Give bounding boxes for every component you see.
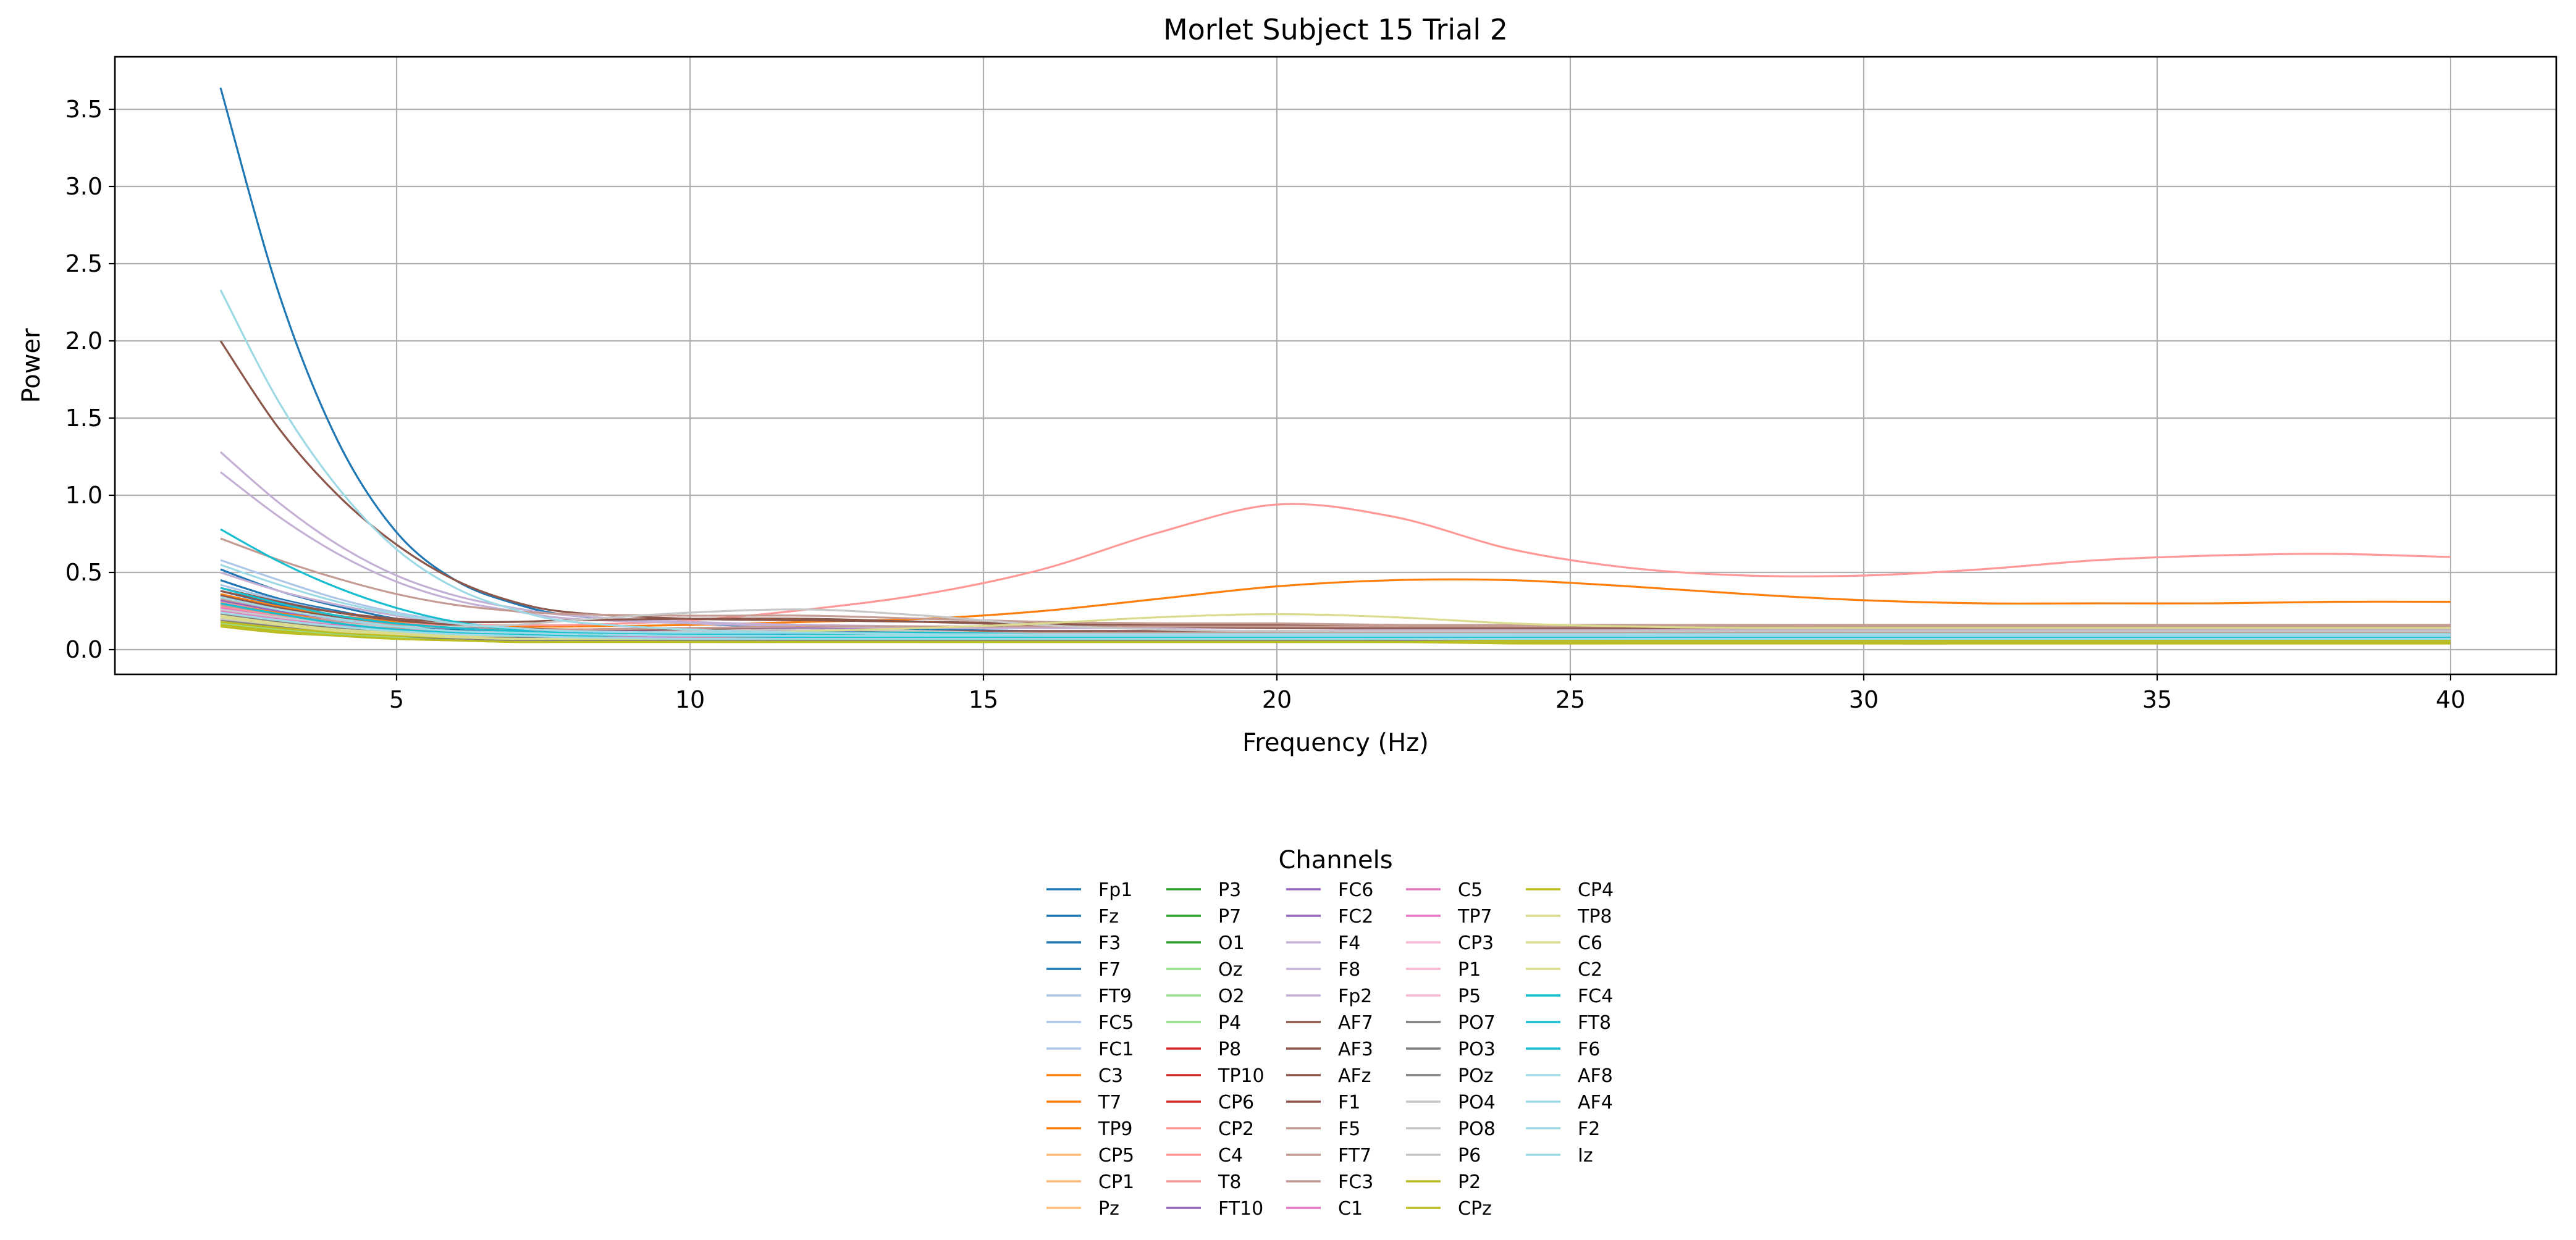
y-tick-label: 3.5 xyxy=(65,96,103,123)
x-tick-label: 15 xyxy=(969,686,998,713)
y-axis-label: Power xyxy=(17,328,46,403)
legend-label: AFz xyxy=(1338,1065,1371,1087)
y-tick-label: 2.0 xyxy=(65,327,103,354)
legend-label: O2 xyxy=(1218,986,1245,1007)
legend-label: FC5 xyxy=(1098,1012,1134,1034)
legend-label: P2 xyxy=(1458,1171,1481,1193)
legend-label: AF8 xyxy=(1578,1065,1613,1087)
legend-label: CP5 xyxy=(1098,1145,1134,1167)
legend: Channels Fp1 Fz F3 F7 FT9 FC5 FC1 C3 T7 TP9 CP5 CP1… xyxy=(1046,846,1614,1220)
legend-label: P3 xyxy=(1218,879,1241,901)
legend-label: FT9 xyxy=(1098,986,1132,1007)
legend-label: P1 xyxy=(1458,959,1481,981)
legend-label: FC6 xyxy=(1338,879,1373,901)
legend-label: CP1 xyxy=(1098,1171,1134,1193)
legend-label: CP4 xyxy=(1578,879,1614,901)
legend-label: T8 xyxy=(1218,1171,1241,1193)
legend-label: F3 xyxy=(1098,932,1121,954)
legend-label: C4 xyxy=(1218,1145,1243,1167)
legend-label: CPz xyxy=(1458,1198,1492,1220)
legend-label: FC1 xyxy=(1098,1039,1134,1060)
legend-label: FT7 xyxy=(1338,1145,1371,1167)
legend-label: TP9 xyxy=(1098,1118,1133,1140)
legend-label: AF4 xyxy=(1578,1092,1613,1113)
series-line-cpz xyxy=(220,625,2451,645)
legend-label: O1 xyxy=(1218,932,1245,954)
legend-label: P6 xyxy=(1458,1145,1481,1167)
legend-label: TP8 xyxy=(1577,906,1612,928)
legend-title: Channels xyxy=(1278,846,1392,874)
y-tick-label: 1.5 xyxy=(65,404,103,432)
x-tick-label: 25 xyxy=(1555,686,1585,713)
legend-label: F4 xyxy=(1338,932,1360,954)
legend-label: P4 xyxy=(1218,1012,1241,1034)
legend-label: Oz xyxy=(1218,959,1242,981)
legend-label: T7 xyxy=(1098,1092,1121,1113)
y-tick-label: 0.0 xyxy=(65,636,103,663)
legend-label: TP7 xyxy=(1457,906,1492,928)
legend-label: PO3 xyxy=(1458,1039,1496,1060)
y-tick-label: 0.5 xyxy=(65,559,103,586)
series-line-iz xyxy=(220,611,2451,640)
legend-label: P5 xyxy=(1458,986,1481,1007)
legend-label: AF7 xyxy=(1338,1012,1373,1034)
y-tick-label: 1.0 xyxy=(65,482,103,509)
legend-label: PO8 xyxy=(1458,1118,1496,1140)
legend-label: PO7 xyxy=(1458,1012,1496,1034)
legend-label: F1 xyxy=(1338,1092,1360,1113)
series-line-f5 xyxy=(220,537,2451,626)
plot-frame xyxy=(114,56,2557,676)
x-tick-label: 35 xyxy=(2142,686,2172,713)
grid xyxy=(115,57,2556,674)
legend-label: C3 xyxy=(1098,1065,1123,1087)
legend-label: TP10 xyxy=(1218,1065,1265,1087)
legend-label: FC3 xyxy=(1338,1171,1373,1193)
legend-label: C6 xyxy=(1578,932,1602,954)
legend-label: FT10 xyxy=(1218,1198,1263,1220)
legend-label: Pz xyxy=(1098,1198,1119,1220)
legend-label: F6 xyxy=(1578,1039,1600,1060)
legend-label: POz xyxy=(1458,1065,1493,1087)
legend-label: FC4 xyxy=(1578,986,1613,1007)
legend-label: PO4 xyxy=(1458,1092,1496,1113)
series-line-f2 xyxy=(220,596,2451,637)
legend-label: C1 xyxy=(1338,1198,1363,1220)
legend-label: P8 xyxy=(1218,1039,1241,1060)
chart-title: Morlet Subject 15 Trial 2 xyxy=(1163,13,1508,46)
legend-label: C2 xyxy=(1578,959,1602,981)
x-tick-label: 30 xyxy=(1849,686,1879,713)
legend-label: Fp2 xyxy=(1338,986,1372,1007)
legend-label: FT8 xyxy=(1578,1012,1611,1034)
x-tick-label: 10 xyxy=(675,686,705,713)
x-axis-label: Frequency (Hz) xyxy=(1242,729,1429,757)
legend-label: Fp1 xyxy=(1098,879,1132,901)
legend-label: Fz xyxy=(1098,906,1119,928)
legend-label: F5 xyxy=(1338,1118,1360,1140)
axis-ticks: 5 10 15 20 25 30 35 40 0.0 0.5 1.0 1.5 2.0 2.5 3.0 3.5 xyxy=(65,96,2466,713)
y-tick-label: 2.5 xyxy=(65,250,103,277)
legend-label: CP3 xyxy=(1458,932,1494,954)
x-tick-label: 40 xyxy=(2436,686,2465,713)
x-tick-label: 5 xyxy=(389,686,404,713)
series-lines xyxy=(219,87,2451,645)
legend-entries: Fp1 Fz F3 F7 FT9 FC5 FC1 C3 T7 TP9 CP5 CP1 Pz P3 P7 O1 O… xyxy=(1046,879,1614,1220)
legend-label: C5 xyxy=(1458,879,1483,901)
legend-label: FC2 xyxy=(1338,906,1373,928)
series-line-af4 xyxy=(220,563,2451,635)
legend-label: F2 xyxy=(1578,1118,1600,1140)
legend-label: P7 xyxy=(1218,906,1241,928)
legend-label: CP6 xyxy=(1218,1092,1254,1113)
legend-label: F7 xyxy=(1098,959,1121,981)
y-tick-label: 3.0 xyxy=(65,173,103,200)
x-tick-label: 20 xyxy=(1262,686,1292,713)
legend-label: AF3 xyxy=(1338,1039,1373,1060)
legend-label: CP2 xyxy=(1218,1118,1254,1140)
legend-label: Iz xyxy=(1578,1145,1593,1167)
legend-label: F8 xyxy=(1338,959,1360,981)
